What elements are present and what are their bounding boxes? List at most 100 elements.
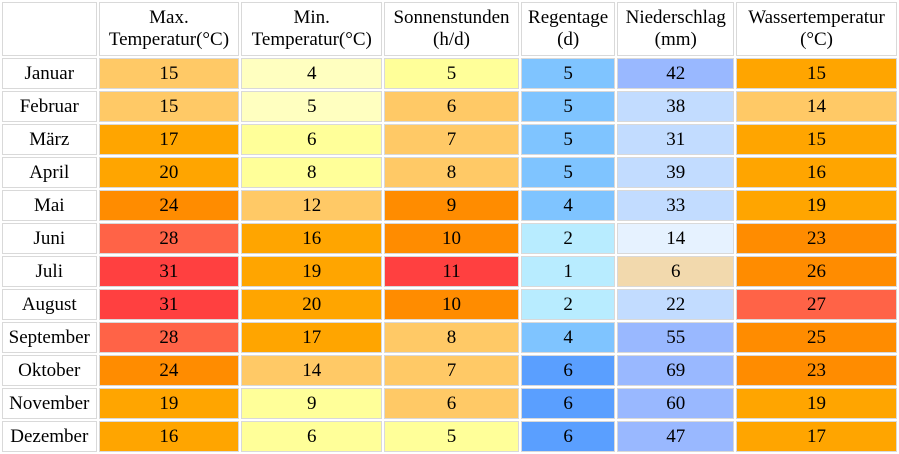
header-sunshine-hours: Sonnenstunden (h/d)	[384, 2, 519, 56]
cell-min-temp: 6	[241, 124, 383, 155]
cell-sun: 11	[384, 256, 519, 287]
header-precipitation-line2: (mm)	[654, 29, 697, 50]
month-label: August	[2, 289, 97, 320]
cell-water-temp: 15	[736, 58, 897, 89]
cell-rain-days: 5	[520, 91, 616, 122]
cell-water-temp: 19	[736, 388, 897, 419]
cell-min-temp: 9	[241, 388, 383, 419]
cell-min-temp: 12	[241, 190, 383, 221]
table-row: Dezember 16 6 5 6 47 17	[2, 421, 897, 452]
header-max-temperature-line1: Max.	[149, 7, 189, 28]
cell-water-temp: 23	[736, 223, 897, 254]
cell-rain-days: 5	[520, 58, 616, 89]
header-min-temperature-line2: Temperatur(°C)	[251, 29, 372, 50]
cell-water-temp: 25	[736, 322, 897, 353]
cell-max-temp: 24	[98, 190, 240, 221]
cell-precip: 14	[617, 223, 735, 254]
cell-precip: 60	[617, 388, 735, 419]
cell-precip: 38	[617, 91, 735, 122]
cell-rain-days: 5	[520, 124, 616, 155]
cell-min-temp: 16	[241, 223, 383, 254]
cell-max-temp: 19	[98, 388, 240, 419]
table-row: August 31 20 10 2 22 27	[2, 289, 897, 320]
month-label: Januar	[2, 58, 97, 89]
month-label: Juli	[2, 256, 97, 287]
cell-sun: 7	[384, 355, 519, 386]
cell-min-temp: 19	[241, 256, 383, 287]
cell-sun: 5	[384, 58, 519, 89]
header-water-temperature-line2: (°C)	[800, 29, 833, 50]
cell-rain-days: 1	[520, 256, 616, 287]
cell-precip: 55	[617, 322, 735, 353]
cell-precip: 69	[617, 355, 735, 386]
table-row: Juni 28 16 10 2 14 23	[2, 223, 897, 254]
cell-rain-days: 5	[520, 157, 616, 188]
cell-min-temp: 5	[241, 91, 383, 122]
cell-precip: 47	[617, 421, 735, 452]
table-row: September 28 17 8 4 55 25	[2, 322, 897, 353]
cell-min-temp: 17	[241, 322, 383, 353]
cell-water-temp: 23	[736, 355, 897, 386]
table-row: März 17 6 7 5 31 15	[2, 124, 897, 155]
cell-max-temp: 31	[98, 256, 240, 287]
cell-rain-days: 6	[520, 355, 616, 386]
cell-max-temp: 15	[98, 91, 240, 122]
climate-table-body: Januar 15 4 5 5 42 15 Februar 15 5 6 5 38 14 März 17 6 7 5…	[2, 58, 897, 452]
header-max-temperature-line2: Temperatur(°C)	[108, 29, 230, 50]
cell-max-temp: 24	[98, 355, 240, 386]
header-corner-cell	[2, 2, 97, 56]
header-water-temperature: Wassertemperatur (°C)	[736, 2, 897, 56]
header-rain-days-line2: (d)	[557, 29, 580, 50]
header-sunshine-hours-line2: (h/d)	[433, 29, 470, 50]
cell-precip: 31	[617, 124, 735, 155]
table-row: Januar 15 4 5 5 42 15	[2, 58, 897, 89]
cell-min-temp: 14	[241, 355, 383, 386]
month-label: April	[2, 157, 97, 188]
cell-water-temp: 26	[736, 256, 897, 287]
cell-sun: 8	[384, 157, 519, 188]
header-precipitation-line1: Niederschlag	[625, 7, 726, 28]
cell-water-temp: 19	[736, 190, 897, 221]
cell-max-temp: 15	[98, 58, 240, 89]
cell-rain-days: 2	[520, 289, 616, 320]
cell-water-temp: 16	[736, 157, 897, 188]
month-label: März	[2, 124, 97, 155]
month-label: Dezember	[2, 421, 97, 452]
header-precipitation: Niederschlag (mm)	[617, 2, 735, 56]
month-label: Juni	[2, 223, 97, 254]
header-rain-days: Regentage (d)	[520, 2, 616, 56]
cell-min-temp: 20	[241, 289, 383, 320]
cell-sun: 5	[384, 421, 519, 452]
cell-rain-days: 2	[520, 223, 616, 254]
cell-max-temp: 28	[98, 223, 240, 254]
table-row: April 20 8 8 5 39 16	[2, 157, 897, 188]
cell-max-temp: 17	[98, 124, 240, 155]
table-row: Mai 24 12 9 4 33 19	[2, 190, 897, 221]
table-row: Juli 31 19 11 1 6 26	[2, 256, 897, 287]
cell-water-temp: 27	[736, 289, 897, 320]
cell-sun: 10	[384, 223, 519, 254]
cell-rain-days: 6	[520, 421, 616, 452]
cell-rain-days: 4	[520, 190, 616, 221]
cell-max-temp: 20	[98, 157, 240, 188]
cell-max-temp: 28	[98, 322, 240, 353]
cell-sun: 6	[384, 388, 519, 419]
cell-precip: 42	[617, 58, 735, 89]
cell-sun: 9	[384, 190, 519, 221]
cell-sun: 6	[384, 91, 519, 122]
cell-precip: 39	[617, 157, 735, 188]
header-min-temperature: Min. Temperatur(°C)	[241, 2, 383, 56]
header-min-temperature-line1: Min.	[293, 7, 330, 28]
month-label: Mai	[2, 190, 97, 221]
cell-min-temp: 6	[241, 421, 383, 452]
cell-sun: 8	[384, 322, 519, 353]
month-label: Februar	[2, 91, 97, 122]
table-row: Februar 15 5 6 5 38 14	[2, 91, 897, 122]
cell-sun: 7	[384, 124, 519, 155]
cell-water-temp: 15	[736, 124, 897, 155]
cell-precip: 6	[617, 256, 735, 287]
month-label: Oktober	[2, 355, 97, 386]
header-max-temperature: Max. Temperatur(°C)	[98, 2, 240, 56]
cell-rain-days: 4	[520, 322, 616, 353]
cell-max-temp: 16	[98, 421, 240, 452]
